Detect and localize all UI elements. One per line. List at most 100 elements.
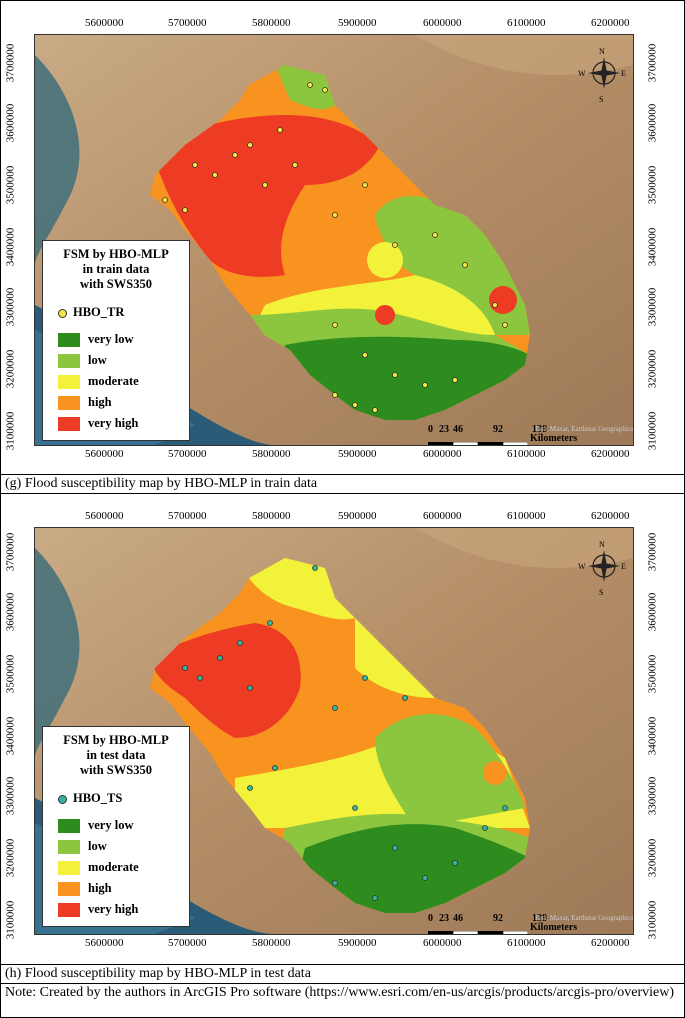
- sample-point: [362, 352, 368, 358]
- legend-label: very low: [88, 818, 134, 832]
- y-tick: 3600000: [646, 592, 659, 632]
- caption-g: (g) Flood susceptibility map by HBO-MLP …: [0, 474, 685, 494]
- scale-tick: 138: [532, 913, 547, 924]
- sample-point: [292, 162, 298, 168]
- y-tick: 3100000: [646, 900, 659, 940]
- y-tick: 3300000: [4, 287, 17, 327]
- sample-point: [502, 322, 508, 328]
- sample-point: [352, 805, 358, 811]
- legend-label: low: [88, 839, 107, 853]
- sample-point: [182, 207, 188, 213]
- sample-point: [492, 302, 498, 308]
- x-tick: 5700000: [168, 448, 207, 460]
- x-tick: 6200000: [591, 937, 630, 949]
- y-tick: 3300000: [646, 776, 659, 816]
- sample-point: [502, 805, 508, 811]
- legend-g: FSM by HBO-MLP in train data with SWS350…: [42, 240, 190, 441]
- x-tick: 6200000: [591, 17, 630, 29]
- legend-title: with SWS350: [80, 277, 152, 291]
- y-tick: 3600000: [646, 103, 659, 143]
- legend-label: high: [88, 881, 112, 895]
- zone-spot: [367, 242, 403, 278]
- sample-point: [362, 182, 368, 188]
- scale-tick: 23: [439, 913, 449, 924]
- compass-w: W: [578, 69, 586, 78]
- sample-point: [247, 785, 253, 791]
- sample-point: [237, 640, 243, 646]
- y-tick: 3100000: [4, 411, 17, 451]
- map-panel-h: N S W E 0 23 46 92 138 Kilometers Esri, …: [34, 527, 634, 935]
- sample-point: [262, 182, 268, 188]
- sample-points: [162, 82, 508, 413]
- sample-point: [422, 382, 428, 388]
- x-tick: 5800000: [252, 937, 291, 949]
- y-tick: 3700000: [4, 532, 17, 572]
- map-credit: Esri, Maxar, Earthstar Geographics: [535, 914, 634, 922]
- x-tick: 6000000: [423, 937, 462, 949]
- map-canvas: [35, 528, 633, 934]
- x-tick: 5600000: [85, 17, 124, 29]
- y-tick: 3300000: [646, 287, 659, 327]
- scale-tick: 92: [493, 424, 503, 435]
- caspian-water: [35, 55, 80, 265]
- sample-point: [217, 655, 223, 661]
- legend-label: moderate: [88, 860, 139, 874]
- legend-title: in train data: [82, 262, 150, 276]
- zone-low-east: [375, 714, 525, 828]
- y-tick: 3200000: [646, 349, 659, 389]
- y-tick: 3700000: [646, 532, 659, 572]
- caption-h: (h) Flood susceptibility map by HBO-MLP …: [0, 964, 685, 984]
- sample-point: [192, 162, 198, 168]
- y-tick: 3400000: [646, 227, 659, 267]
- legend-label: very high: [88, 416, 139, 430]
- y-tick: 3600000: [4, 592, 17, 632]
- scale-unit: Kilometers: [530, 433, 578, 444]
- compass-s: S: [599, 588, 604, 597]
- sample-point: [392, 372, 398, 378]
- legend-title: in test data: [86, 748, 146, 762]
- y-tick: 3700000: [4, 43, 17, 83]
- x-tick: 5900000: [338, 937, 377, 949]
- legend-h: FSM by HBO-MLP in test data with SWS350 …: [42, 726, 190, 927]
- y-tick: 3200000: [4, 838, 17, 878]
- legend-swatch-very-low: [58, 819, 80, 833]
- sample-point: [392, 242, 398, 248]
- legend-swatch-low: [58, 354, 80, 368]
- north-arrow-icon: [588, 57, 620, 89]
- x-tick: 5800000: [252, 448, 291, 460]
- zone-spot: [489, 286, 517, 314]
- scale-bar: [428, 924, 529, 934]
- sample-point: [267, 620, 273, 626]
- y-tick: 3400000: [4, 716, 17, 756]
- y-tick: 3100000: [4, 900, 17, 940]
- x-tick: 6100000: [507, 510, 546, 522]
- zone-moderate-ne: [355, 618, 435, 698]
- x-tick: 6100000: [507, 937, 546, 949]
- zone-spot: [483, 761, 507, 785]
- sample-point: [462, 262, 468, 268]
- sample-point: [247, 685, 253, 691]
- sample-point: [392, 845, 398, 851]
- x-tick: 5600000: [85, 448, 124, 460]
- y-tick: 3500000: [4, 165, 17, 205]
- sample-point: [332, 880, 338, 886]
- compass-n: N: [599, 47, 605, 56]
- caspian-water: [35, 548, 80, 758]
- y-tick: 3400000: [646, 716, 659, 756]
- scale-tick: 46: [453, 913, 463, 924]
- legend-swatch-very-high: [58, 903, 80, 917]
- x-tick: 5700000: [168, 510, 207, 522]
- x-tick: 5900000: [338, 17, 377, 29]
- legend-swatch-moderate: [58, 375, 80, 389]
- y-tick: 3500000: [4, 654, 17, 694]
- legend-swatch-very-high: [58, 417, 80, 431]
- scale-bar: [428, 435, 529, 445]
- sample-point: [422, 875, 428, 881]
- sample-point: [332, 212, 338, 218]
- x-tick: 5700000: [168, 937, 207, 949]
- panel-g: 5600000 5700000 5800000 5900000 6000000 …: [0, 0, 685, 474]
- sample-point: [232, 152, 238, 158]
- legend-title: FSM by HBO-MLP: [63, 733, 169, 747]
- compass-w: W: [578, 562, 586, 571]
- x-tick: 5700000: [168, 17, 207, 29]
